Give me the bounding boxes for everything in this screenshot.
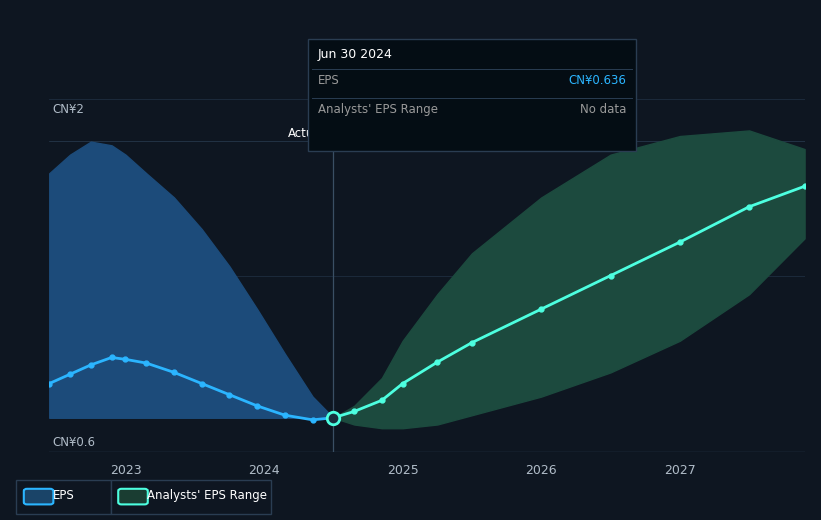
Text: 2023: 2023	[110, 463, 141, 476]
Text: EPS: EPS	[318, 74, 339, 87]
Text: 2026: 2026	[525, 463, 557, 476]
Text: Analysts Forecasts: Analysts Forecasts	[342, 127, 452, 140]
Text: CN¥0.6: CN¥0.6	[52, 436, 95, 449]
Text: 2025: 2025	[387, 463, 419, 476]
Text: EPS: EPS	[53, 489, 74, 502]
Text: Actual: Actual	[288, 127, 325, 140]
Text: CN¥0.636: CN¥0.636	[569, 74, 626, 87]
Text: Analysts' EPS Range: Analysts' EPS Range	[318, 103, 438, 116]
Text: Jun 30 2024: Jun 30 2024	[318, 48, 392, 61]
Text: 2024: 2024	[248, 463, 280, 476]
Text: 2027: 2027	[664, 463, 695, 476]
Text: No data: No data	[580, 103, 626, 116]
Text: CN¥2: CN¥2	[52, 102, 84, 115]
Text: Analysts' EPS Range: Analysts' EPS Range	[147, 489, 267, 502]
